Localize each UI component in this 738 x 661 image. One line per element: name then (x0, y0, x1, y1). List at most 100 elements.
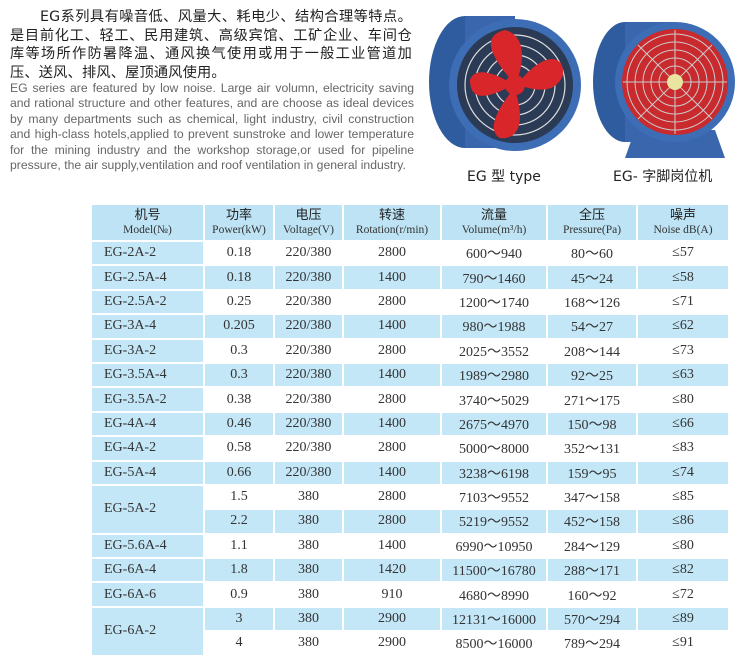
table-row: EG-4A-2 0.58 220/380 2800 5000～8000 352～131 ≤8… (92, 437, 728, 460)
cell-pressure: 45～24 (548, 266, 636, 289)
cell-rotation: 2900 (344, 607, 440, 631)
table-header-row: 机号 Model(№) 功率 Power(kW) 电压 Voltage(V) 转速 Rotat… (92, 205, 728, 240)
cell-pressure: 347～158 (548, 485, 636, 509)
cell-pressure: 54～27 (548, 315, 636, 338)
cell-volume: 8500～16000 (442, 632, 546, 655)
cell-power: 1.1 (205, 534, 273, 558)
table-row: EG-6A-4 1.8 380 1420 11500～16780 288～171 ≤82 (92, 559, 728, 582)
cell-power: 0.3 (205, 363, 273, 387)
cell-volume: 5219～9552 (442, 510, 546, 533)
header-cn: 流量 (480, 207, 507, 223)
cell-noise: ≤91 (638, 632, 728, 655)
cell-model: EG-4A-4 (92, 412, 203, 436)
cell-noise: ≤66 (638, 412, 728, 436)
cell-volume: 3740～5029 (442, 388, 546, 411)
cell-volume: 790～1460 (442, 266, 546, 289)
cell-pressure: 168～126 (548, 290, 636, 314)
table-row: EG-6A-6 0.9 380 910 4680～8990 160～92 ≤72 (92, 583, 728, 606)
cell-noise: ≤83 (638, 437, 728, 460)
cell-noise: ≤73 (638, 339, 728, 362)
cell-power: 0.9 (205, 583, 273, 606)
cell-rotation: 2800 (344, 242, 440, 265)
cell-noise: ≤80 (638, 534, 728, 558)
cell-voltage: 380 (275, 632, 342, 655)
cell-model: EG-4A-2 (92, 437, 203, 460)
cell-model: EG-2A-2 (92, 242, 203, 265)
header-pressure: 全压 Pressure(Pa) (548, 205, 636, 240)
header-cn: 电压 (295, 207, 322, 223)
intro-english: EG series are featured by low noise. Lar… (10, 81, 414, 173)
cell-rotation: 2800 (344, 339, 440, 362)
table-row: EG-2.5A-2 0.25 220/380 2800 1200～1740 168～126… (92, 290, 728, 314)
cell-voltage: 220/380 (275, 437, 342, 460)
cell-voltage: 220/380 (275, 339, 342, 362)
header-power: 功率 Power(kW) (205, 205, 273, 240)
eg-stand-caption: EG- 字脚岗位机 (613, 169, 713, 185)
cell-power: 1.5 (205, 485, 273, 509)
cell-voltage: 380 (275, 485, 342, 509)
cell-pressure: 570～294 (548, 607, 636, 631)
cell-volume: 3238～6198 (442, 461, 546, 484)
cell-noise: ≤89 (638, 607, 728, 631)
cell-voltage: 380 (275, 607, 342, 631)
header-cn: 转速 (378, 207, 405, 223)
cell-model: EG-3.5A-4 (92, 363, 203, 387)
cell-noise: ≤82 (638, 559, 728, 582)
cell-rotation: 2800 (344, 290, 440, 314)
cell-power: 0.66 (205, 461, 273, 484)
header-en: Power(kW) (212, 223, 266, 236)
cell-rotation: 1400 (344, 461, 440, 484)
cell-noise: ≤57 (638, 242, 728, 265)
cell-rotation: 2800 (344, 437, 440, 460)
table-row: EG-3.5A-4 0.3 220/380 1400 1989～2980 92～25 ≤63 (92, 363, 728, 387)
cell-volume: 5000～8000 (442, 437, 546, 460)
cell-voltage: 380 (275, 510, 342, 533)
cell-power: 1.8 (205, 559, 273, 582)
cell-power: 0.58 (205, 437, 273, 460)
cell-volume: 4680～8990 (442, 583, 546, 606)
header-cn: 功率 (225, 207, 252, 223)
cell-voltage: 220/380 (275, 290, 342, 314)
cell-rotation: 910 (344, 583, 440, 606)
header-cn: 噪声 (669, 207, 696, 223)
eg-type-caption: EG 型 type (467, 169, 541, 185)
header-rotation: 转速 Rotation(r/min) (344, 205, 440, 240)
spec-table: 机号 Model(№) 功率 Power(kW) 电压 Voltage(V) 转速 Rotat… (90, 203, 730, 657)
header-noise: 噪声 Noise dB(A) (638, 205, 728, 240)
table-row: EG-3A-4 0.205 220/380 1400 980～1988 54～27 ≤62 (92, 315, 728, 338)
cell-power: 0.18 (205, 242, 273, 265)
cell-rotation: 2900 (344, 632, 440, 655)
cell-power: 3 (205, 607, 273, 631)
cell-model: EG-6A-4 (92, 559, 203, 582)
cell-volume: 1200～1740 (442, 290, 546, 314)
cell-voltage: 380 (275, 534, 342, 558)
intro-chinese-text: EG系列具有噪音低、风量大、耗电少、结构合理等特点。是目前化工、轻工、民用建筑、… (10, 9, 412, 81)
cell-volume: 1989～2980 (442, 363, 546, 387)
cell-rotation: 2800 (344, 510, 440, 533)
cell-model: EG-5A-2 (92, 485, 203, 533)
header-en: Voltage(V) (283, 223, 334, 236)
cell-volume: 12131～16000 (442, 607, 546, 631)
table-row: EG-4A-4 0.46 220/380 1400 2675～4970 150～98 ≤66 (92, 412, 728, 436)
cell-pressure: 271～175 (548, 388, 636, 411)
cell-noise: ≤86 (638, 510, 728, 533)
cell-rotation: 1400 (344, 266, 440, 289)
cell-voltage: 220/380 (275, 266, 342, 289)
cell-rotation: 1400 (344, 363, 440, 387)
header-en: Model(№) (123, 223, 172, 236)
cell-pressure: 208～144 (548, 339, 636, 362)
cell-voltage: 220/380 (275, 412, 342, 436)
cell-voltage: 220/380 (275, 388, 342, 411)
cell-volume: 6990～10950 (442, 534, 546, 558)
table-row: EG-3A-2 0.3 220/380 2800 2025～3552 208～144 ≤73 (92, 339, 728, 362)
cell-noise: ≤72 (638, 583, 728, 606)
eg-type-fan-image (429, 16, 581, 151)
cell-rotation: 1400 (344, 534, 440, 558)
cell-pressure: 352～131 (548, 437, 636, 460)
intro-chinese: EG系列具有噪音低、风量大、耗电少、结构合理等特点。是目前化工、轻工、民用建筑、… (10, 8, 412, 82)
table-row: EG-2A-2 0.18 220/380 2800 600～940 80～60 ≤57 (92, 242, 728, 265)
cell-noise: ≤71 (638, 290, 728, 314)
cell-noise: ≤80 (638, 388, 728, 411)
cell-power: 0.25 (205, 290, 273, 314)
header-model: 机号 Model(№) (92, 205, 203, 240)
